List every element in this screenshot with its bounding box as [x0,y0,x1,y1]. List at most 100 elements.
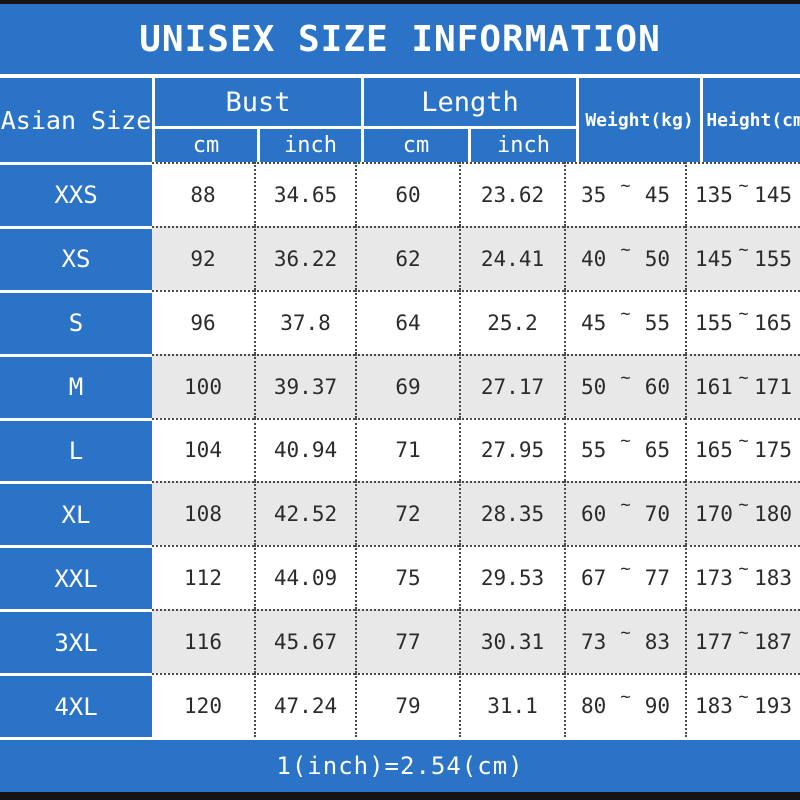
header-asian-size: Asian Size [0,78,152,162]
size-label-cell: XS [0,225,152,290]
weight-low: 80 [581,694,607,719]
tilde-glyph: ~ [738,367,749,388]
title-divider [0,74,800,78]
bust-inch-cell: 45.67 [254,609,355,674]
length-inch-cell: 27.95 [459,417,564,482]
height-range-cell: 183 ~ 193 [685,673,800,737]
conversion-note: 1(inch)=2.54(cm) [276,752,524,780]
table-body: XXS 88 34.65 60 23.62 35 ~ 45 135 ~ 145 … [0,162,800,737]
size-label-cell: M [0,353,152,418]
height-high: 180 [754,502,792,527]
height-range-cell: 155 ~ 165 [685,289,800,354]
weight-high: 50 [644,246,670,271]
table-row: M 100 39.37 69 27.17 50 ~ 60 161 ~ 171 [0,353,800,418]
height-high: 165 [754,310,792,335]
bust-inch-cell: 39.37 [254,353,355,418]
tilde-glyph: ~ [620,559,631,580]
weight-range-cell: 73 ~ 83 [564,609,685,674]
weight-low: 55 [581,438,607,463]
weight-high: 45 [644,182,670,207]
tilde-glyph: ~ [620,687,631,708]
header-length-group: Length [364,78,576,126]
length-cm-cell: 69 [355,353,459,418]
height-low: 170 [695,502,733,527]
length-inch-cell: 24.41 [459,225,564,290]
table-row: XL 108 42.52 72 28.35 60 ~ 70 170 ~ 180 [0,481,800,546]
height-low: 183 [695,694,733,719]
weight-high: 60 [644,374,670,399]
tilde-glyph: ~ [738,303,749,324]
tilde-glyph: ~ [620,367,631,388]
tilde-glyph: ~ [620,303,631,324]
height-high: 171 [754,374,792,399]
tilde-glyph: ~ [738,623,749,644]
length-inch-cell: 31.1 [459,673,564,737]
height-range-cell: 165 ~ 175 [685,417,800,482]
table-row: L 104 40.94 71 27.95 55 ~ 65 165 ~ 175 [0,417,800,482]
weight-high: 83 [644,630,670,655]
weight-range-cell: 80 ~ 90 [564,673,685,737]
table-row: 4XL 120 47.24 79 31.1 80 ~ 90 183 ~ 193 [0,673,800,737]
height-high: 175 [754,438,792,463]
bust-cm-cell: 116 [152,609,254,674]
bust-inch-cell: 34.65 [254,162,355,226]
top-black-bar [0,0,800,4]
bust-cm-cell: 92 [152,225,254,290]
bust-inch-cell: 40.94 [254,417,355,482]
weight-high: 70 [644,502,670,527]
height-low: 155 [695,310,733,335]
header-weight: Weight(kg) [579,78,700,162]
bust-cm-cell: 120 [152,673,254,737]
height-range-cell: 145 ~ 155 [685,225,800,290]
bust-inch-cell: 37.8 [254,289,355,354]
bust-inch-cell: 36.22 [254,225,355,290]
length-inch-cell: 29.53 [459,545,564,610]
weight-low: 67 [581,566,607,591]
bust-cm-cell: 108 [152,481,254,546]
weight-low: 35 [581,182,607,207]
size-label-cell: S [0,289,152,354]
tilde-glyph: ~ [620,495,631,516]
height-range-cell: 161 ~ 171 [685,353,800,418]
height-low: 173 [695,566,733,591]
height-high: 187 [754,630,792,655]
height-low: 165 [695,438,733,463]
height-range-cell: 177 ~ 187 [685,609,800,674]
bust-inch-cell: 47.24 [254,673,355,737]
length-cm-cell: 75 [355,545,459,610]
header-height: Height(cm) [703,78,800,162]
height-range-cell: 135 ~ 145 [685,162,800,226]
height-low: 145 [695,246,733,271]
tilde-glyph: ~ [738,495,749,516]
weight-high: 77 [644,566,670,591]
size-label-cell: 4XL [0,673,152,737]
weight-range-cell: 55 ~ 65 [564,417,685,482]
header-bust-cm: cm [155,129,257,162]
table-row: XS 92 36.22 62 24.41 40 ~ 50 145 ~ 155 [0,225,800,290]
size-label-cell: XXS [0,162,152,226]
length-cm-cell: 60 [355,162,459,226]
weight-high: 55 [644,310,670,335]
table-row: XXS 88 34.65 60 23.62 35 ~ 45 135 ~ 145 [0,162,800,226]
tilde-glyph: ~ [620,623,631,644]
length-inch-cell: 28.35 [459,481,564,546]
bust-cm-cell: 112 [152,545,254,609]
weight-range-cell: 35 ~ 45 [564,162,685,226]
title-band: UNISEX SIZE INFORMATION [0,4,800,74]
height-low: 135 [695,182,733,207]
header-length-inch: inch [471,129,576,162]
bust-inch-cell: 44.09 [254,545,355,610]
length-inch-cell: 30.31 [459,609,564,674]
weight-range-cell: 40 ~ 50 [564,225,685,290]
bust-cm-cell: 104 [152,417,254,482]
weight-range-cell: 67 ~ 77 [564,545,685,610]
weight-range-cell: 45 ~ 55 [564,289,685,354]
height-range-cell: 170 ~ 180 [685,481,800,546]
weight-low: 40 [581,246,607,271]
weight-high: 90 [644,694,670,719]
length-cm-cell: 72 [355,481,459,546]
tilde-glyph: ~ [738,175,749,196]
header-length-cm: cm [364,129,468,162]
length-cm-cell: 64 [355,289,459,354]
